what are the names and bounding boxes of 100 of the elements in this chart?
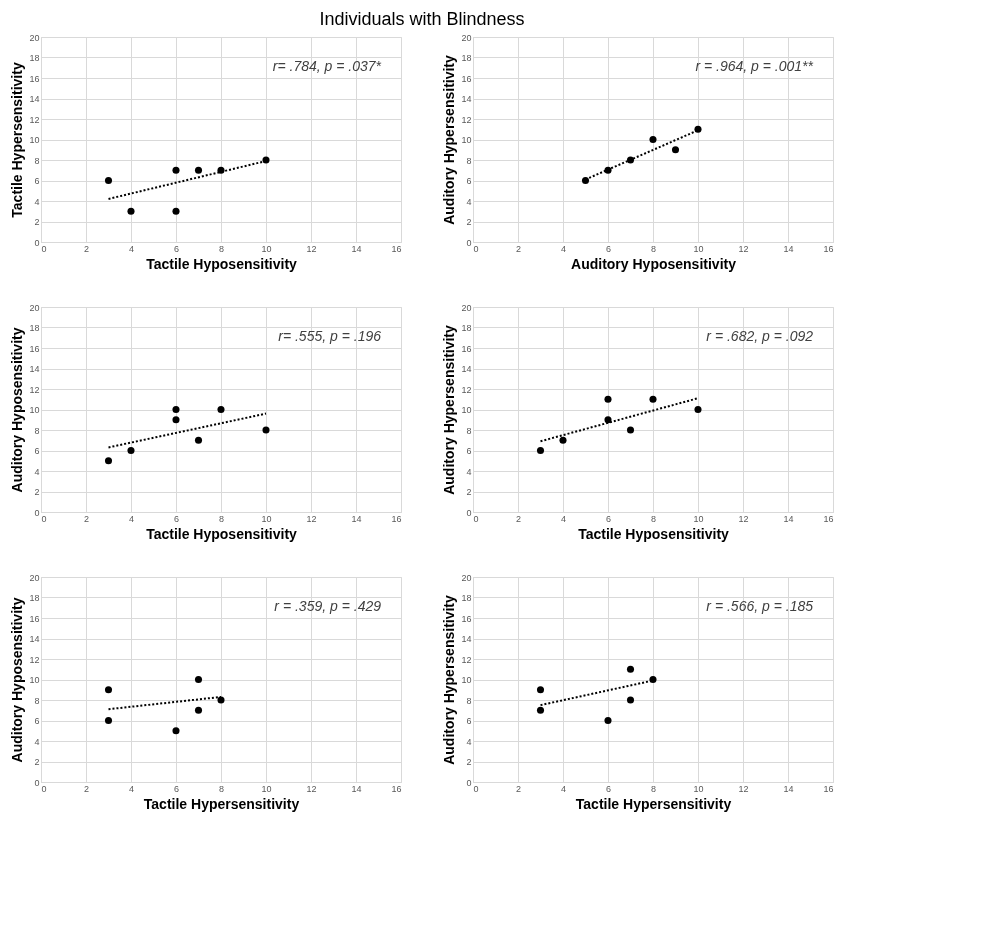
x-tick-label: 4 [128, 513, 135, 524]
x-tick-label: 12 [738, 513, 749, 524]
x-tick-label: 0 [41, 783, 47, 794]
x-tick-label: 16 [823, 243, 834, 254]
y-tick-label: 4 [34, 466, 40, 477]
point [536, 446, 545, 455]
x-tick-label: 8 [650, 243, 657, 254]
x-tick-label: 2 [515, 783, 522, 794]
x-axis-title: Tactile Hypersensitivity [143, 795, 300, 812]
x-tick-label: 2 [83, 243, 90, 254]
point [262, 426, 270, 434]
point [194, 436, 203, 444]
y-tick-label: 6 [34, 446, 40, 456]
point [127, 207, 135, 215]
y-tick-label: 2 [34, 217, 40, 227]
y-tick-label: 2 [34, 487, 40, 497]
x-tick-label: 16 [823, 513, 834, 524]
y-tick-label: 10 [29, 675, 40, 685]
x-tick-label: 10 [693, 243, 704, 254]
annotation: r= .555, p = .196 [278, 328, 382, 344]
point [536, 686, 545, 694]
y-tick-label: 20 [29, 302, 40, 313]
y-tick-label: 6 [34, 176, 40, 186]
x-tick-label: 6 [605, 513, 612, 524]
y-axis-title: Auditory Hypersensitivity [441, 594, 458, 765]
x-tick-label: 0 [473, 243, 479, 254]
y-tick-label: 16 [461, 613, 472, 624]
y-tick-label: 14 [29, 364, 40, 374]
x-tick-label: 10 [261, 513, 272, 524]
x-tick-label: 16 [391, 513, 402, 524]
x-tick-label: 14 [351, 513, 362, 524]
y-tick-label: 4 [34, 196, 40, 207]
x-tick-label: 14 [783, 513, 794, 524]
x-tick-label: 12 [306, 243, 317, 254]
y-tick-label: 8 [466, 425, 472, 436]
y-tick-label: 14 [29, 94, 40, 104]
y-tick-label: 6 [34, 716, 40, 726]
y-tick-label: 18 [29, 323, 40, 333]
y-tick-label: 18 [461, 593, 472, 603]
y-tick-label: 20 [29, 572, 40, 583]
y-tick-label: 18 [461, 323, 472, 333]
x-tick-label: 8 [218, 243, 225, 254]
y-tick-label: 12 [461, 114, 472, 125]
y-tick-label: 2 [466, 487, 472, 497]
y-tick-label: 10 [29, 405, 40, 415]
y-tick-label: 2 [34, 757, 40, 767]
x-tick-label: 0 [473, 513, 479, 524]
x-tick-label: 10 [693, 783, 704, 794]
x-tick-label: 6 [605, 243, 612, 254]
x-tick-label: 6 [605, 783, 612, 794]
x-axis-title: Tactile Hyposensitivity [146, 525, 298, 542]
point [194, 706, 203, 714]
x-tick-label: 4 [128, 243, 135, 254]
point [604, 716, 612, 725]
point [649, 675, 657, 684]
x-tick-label: 16 [823, 783, 834, 794]
y-tick-label: 8 [34, 155, 40, 166]
point [626, 696, 635, 704]
y-tick-label: 20 [461, 302, 472, 313]
y-tick-label: 8 [466, 155, 472, 166]
x-tick-label: 16 [391, 243, 402, 254]
annotation: r = .682, p = .092 [706, 328, 814, 344]
y-tick-label: 14 [29, 634, 40, 644]
point [581, 176, 590, 185]
y-tick-label: 12 [29, 384, 40, 395]
x-axis-title: Tactile Hyposensitivity [146, 255, 298, 272]
y-tick-label: 4 [34, 736, 40, 747]
x-tick-label: 12 [738, 243, 749, 254]
x-tick-label: 10 [693, 513, 704, 524]
y-tick-label: 18 [461, 53, 472, 63]
annotation: r = .359, p = .429 [274, 598, 382, 614]
y-tick-label: 6 [466, 716, 472, 726]
x-tick-label: 4 [560, 513, 567, 524]
x-tick-label: 12 [306, 783, 317, 794]
point [217, 696, 225, 704]
y-tick-label: 12 [29, 654, 40, 665]
point [104, 686, 113, 694]
annotation: r = .566, p = .185 [706, 598, 814, 614]
y-tick-label: 4 [466, 466, 472, 477]
point [694, 125, 702, 133]
x-tick-label: 4 [560, 783, 567, 794]
point [172, 405, 180, 414]
x-tick-label: 2 [515, 243, 522, 254]
x-tick-label: 2 [83, 513, 90, 524]
y-axis-title: Auditory Hyposensitivity [9, 327, 26, 493]
annotation: r= .784, p = .037* [272, 58, 382, 74]
y-tick-label: 6 [466, 176, 472, 186]
y-tick-label: 16 [29, 613, 40, 624]
x-tick-label: 12 [306, 513, 317, 524]
x-tick-label: 8 [218, 783, 225, 794]
y-tick-label: 16 [461, 73, 472, 84]
y-axis-title: Tactile Hypersensitivity [9, 62, 26, 218]
point [694, 405, 702, 414]
x-tick-label: 2 [83, 783, 90, 794]
annotation: r = .964, p = .001** [695, 58, 814, 74]
y-tick-label: 10 [461, 675, 472, 685]
y-tick-label: 14 [461, 94, 472, 104]
y-tick-label: 18 [29, 53, 40, 63]
point [559, 436, 567, 444]
y-tick-label: 20 [29, 32, 40, 43]
